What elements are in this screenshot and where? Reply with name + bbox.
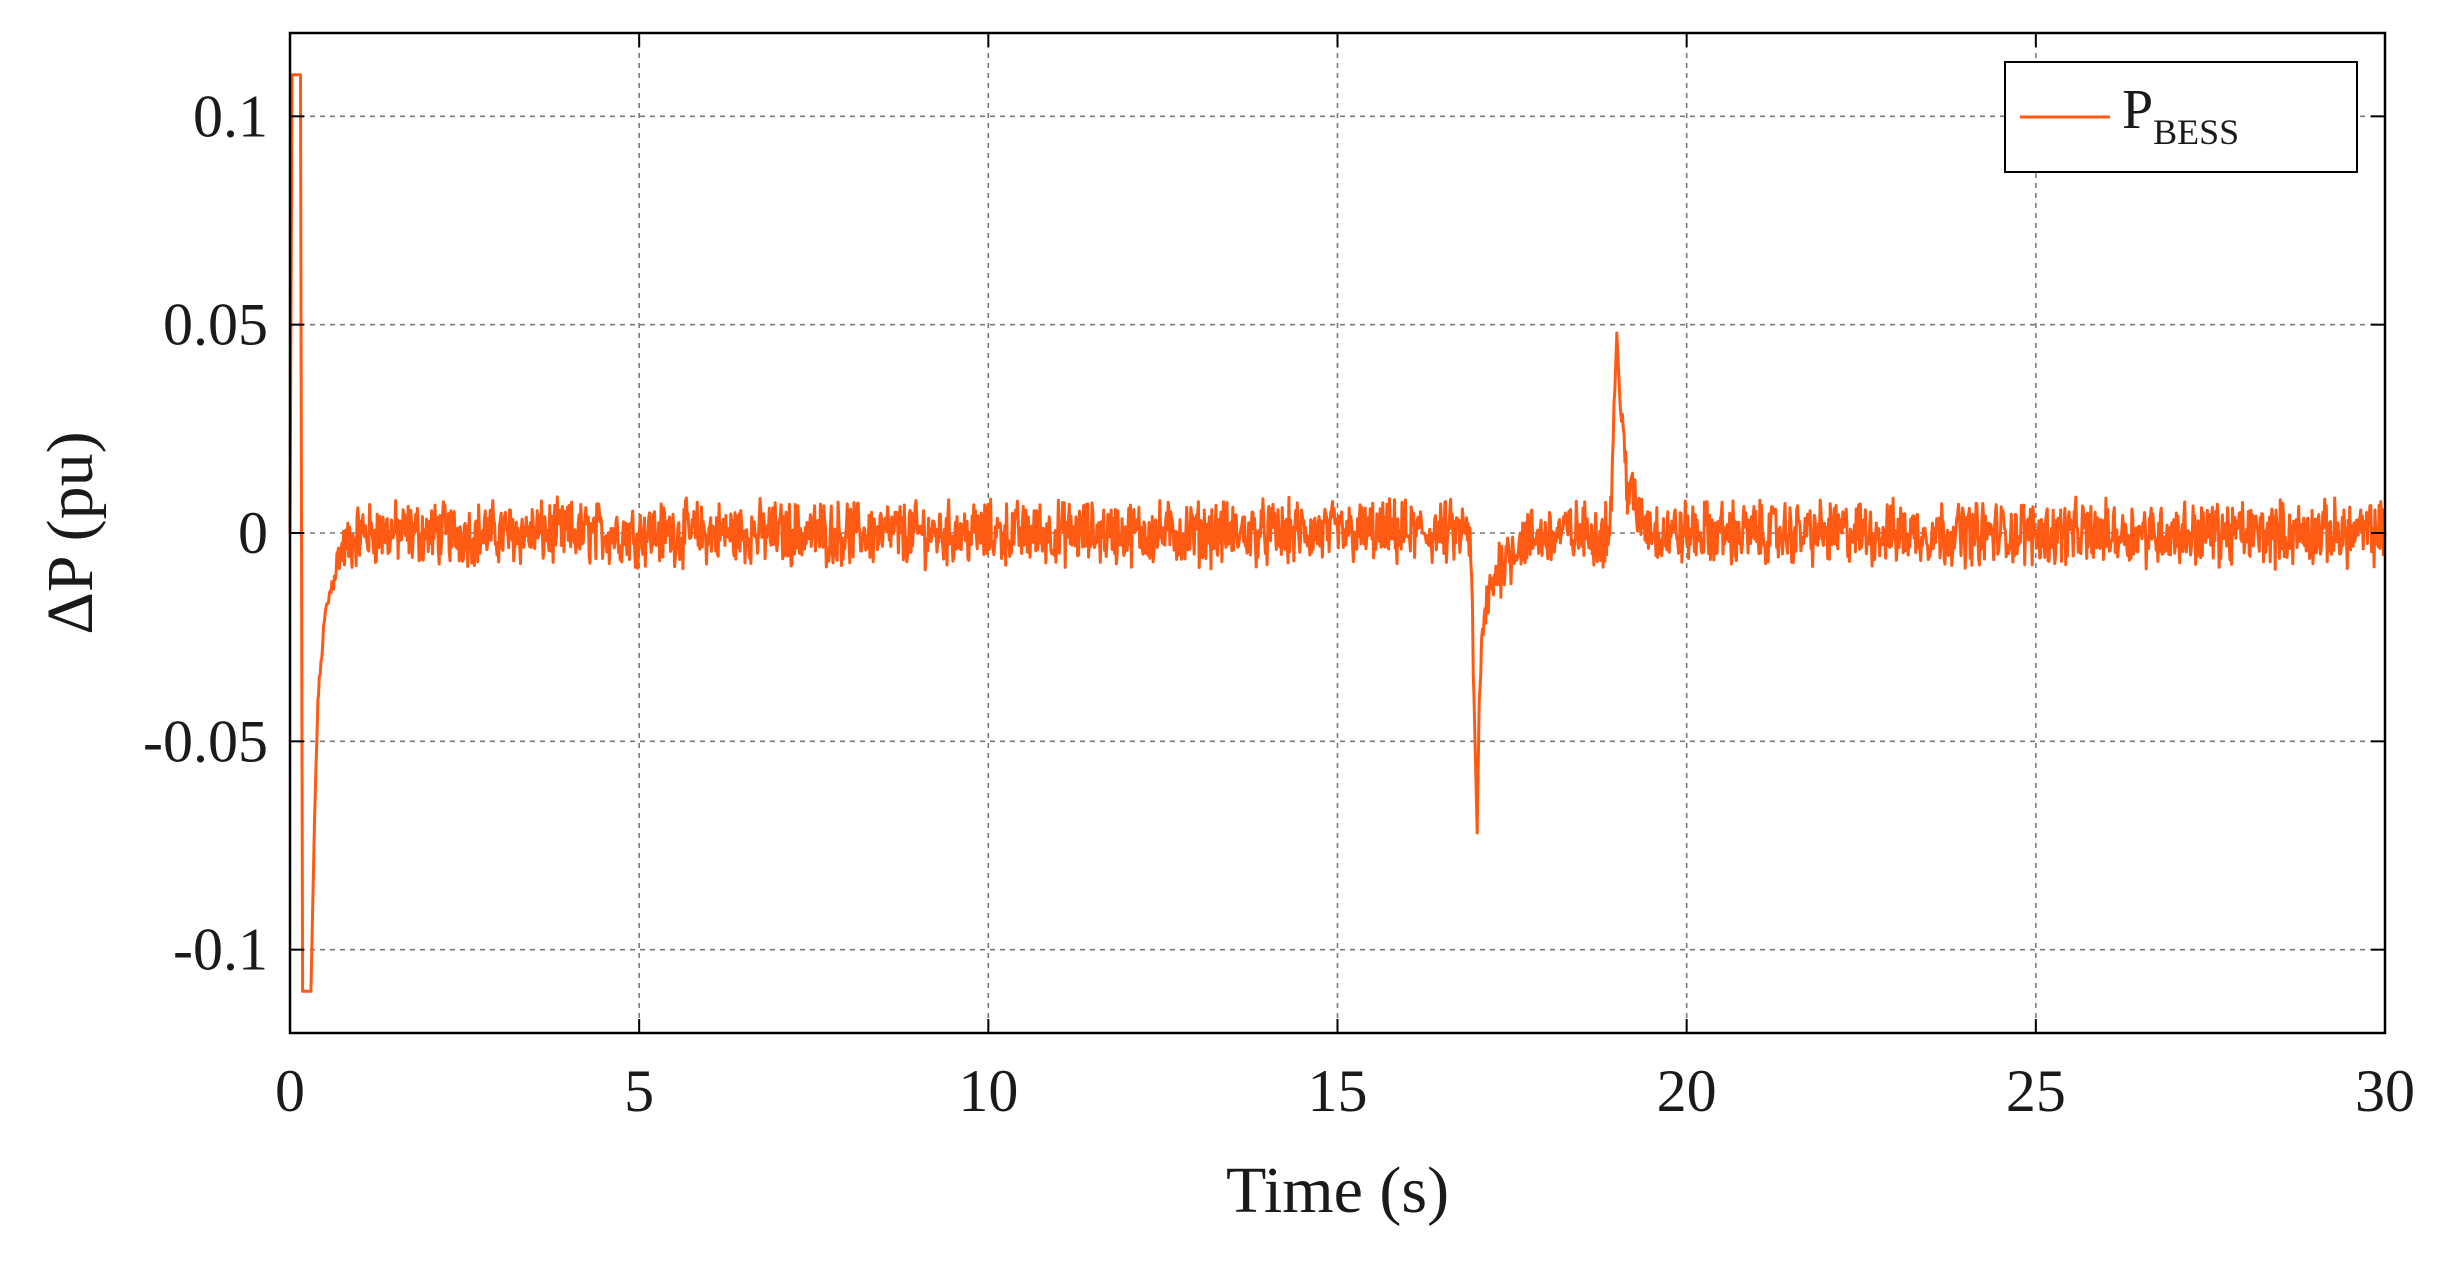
x-tick-label: 25 bbox=[2006, 1058, 2066, 1124]
legend: PBESS bbox=[2004, 61, 2358, 173]
y-tick-label: -0.05 bbox=[143, 708, 268, 774]
x-axis-label: Time (s) bbox=[1226, 1154, 1449, 1227]
x-tick-label: 15 bbox=[1308, 1058, 1368, 1124]
legend-label-main: P bbox=[2122, 79, 2153, 141]
y-tick-label: 0.1 bbox=[193, 83, 268, 149]
y-tick-label: 0 bbox=[238, 500, 268, 566]
x-tick-label: 20 bbox=[1657, 1058, 1717, 1124]
x-tick-label: 10 bbox=[958, 1058, 1018, 1124]
x-tick-label: 30 bbox=[2355, 1058, 2415, 1124]
y-tick-label: -0.1 bbox=[173, 917, 268, 983]
legend-label-subscript: BESS bbox=[2153, 112, 2239, 152]
series-line-p-bess bbox=[288, 73, 2387, 993]
y-tick-label: 0.05 bbox=[163, 292, 268, 358]
y-axis-label: ΔP (pu) bbox=[34, 431, 107, 634]
ticks: 0 5 10 15 20 25 30 0.1 0.05 0 -0.05 -0.1 bbox=[143, 33, 2415, 1124]
legend-label-p-bess: PBESS bbox=[2122, 79, 2239, 152]
x-tick-label: 5 bbox=[624, 1058, 654, 1124]
x-tick-label: 0 bbox=[275, 1058, 305, 1124]
series-layer bbox=[288, 73, 2387, 993]
